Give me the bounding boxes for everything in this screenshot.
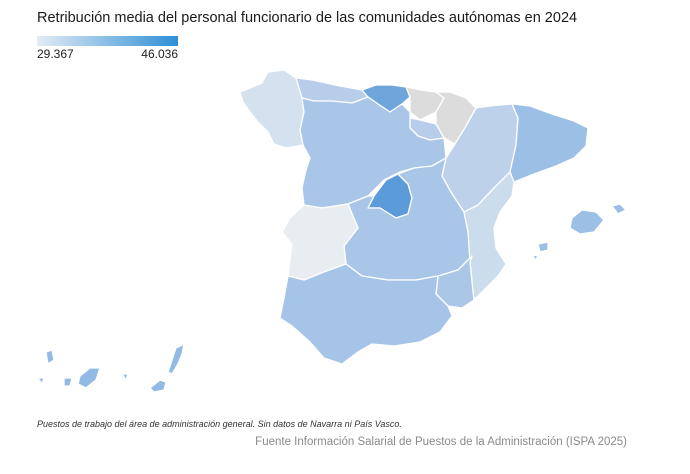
footnote: Puestos de trabajo del área de administr…	[37, 419, 402, 429]
region-canarias[interactable]: Canarias	[37, 343, 185, 393]
chart-title: Retribución media del personal funcionar…	[37, 10, 578, 26]
legend-min-label: 29.367	[37, 47, 74, 61]
region-galicia[interactable]: Galicia	[239, 69, 305, 149]
legend-max-label: 46.036	[141, 47, 178, 61]
color-legend: 29.367 46.036	[37, 36, 178, 62]
region-cataluna[interactable]: Cataluña	[509, 103, 589, 183]
legend-gradient-bar	[37, 36, 178, 46]
region-islas-baleares[interactable]: Islas Baleares	[531, 203, 627, 261]
region-murcia[interactable]: Murcia	[435, 255, 475, 309]
source-credit: Fuente Información Salarial de Puestos d…	[255, 436, 627, 448]
region-andalucia[interactable]: Andalucía	[279, 263, 453, 365]
